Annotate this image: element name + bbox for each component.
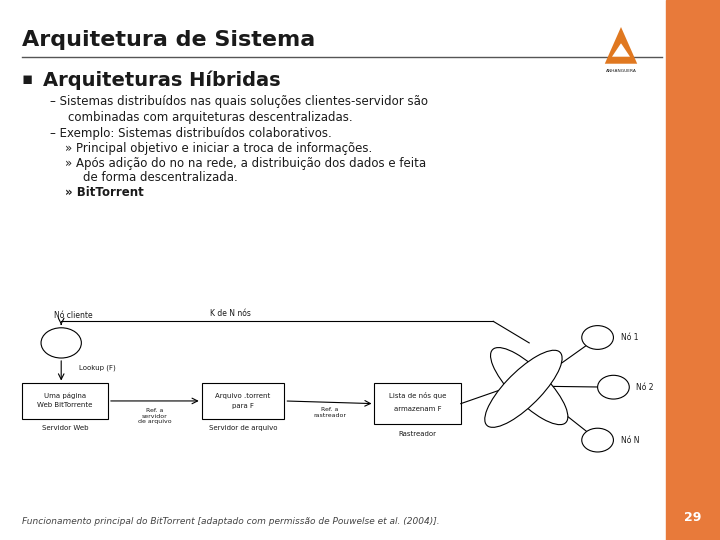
Text: Ref. a
rastreador: Ref. a rastreador bbox=[313, 407, 346, 418]
Text: de forma descentralizada.: de forma descentralizada. bbox=[83, 171, 238, 184]
Bar bbox=[666, 0, 720, 540]
Text: 29: 29 bbox=[684, 511, 701, 524]
Text: Rastreador: Rastreador bbox=[399, 430, 436, 437]
Text: Arquiteturas Híbridas: Arquiteturas Híbridas bbox=[43, 70, 281, 90]
Text: ▪: ▪ bbox=[22, 70, 33, 88]
Text: – Sistemas distribuídos nas quais soluções clientes-servidor são: – Sistemas distribuídos nas quais soluçõ… bbox=[50, 94, 428, 107]
Text: Web BitTorrente: Web BitTorrente bbox=[37, 402, 92, 408]
Circle shape bbox=[41, 328, 81, 358]
Text: K de N nós: K de N nós bbox=[210, 309, 251, 318]
Text: Funcionamento principal do BitTorrent [adaptado com permissão de Pouwelse et al.: Funcionamento principal do BitTorrent [a… bbox=[22, 517, 439, 526]
Text: Arquivo .torrent: Arquivo .torrent bbox=[215, 393, 271, 399]
Text: ANHANGUERA: ANHANGUERA bbox=[606, 69, 636, 73]
Text: Servidor Web: Servidor Web bbox=[42, 425, 88, 431]
Circle shape bbox=[598, 375, 629, 399]
Text: Arquitetura de Sistema: Arquitetura de Sistema bbox=[22, 30, 315, 50]
Text: armazenam F: armazenam F bbox=[394, 406, 441, 411]
Text: Uma página: Uma página bbox=[44, 393, 86, 399]
Bar bbox=[22, 383, 108, 418]
Bar bbox=[202, 383, 284, 418]
Polygon shape bbox=[615, 32, 627, 43]
Text: Nó 2: Nó 2 bbox=[636, 383, 654, 391]
Circle shape bbox=[582, 428, 613, 452]
Text: – Exemplo: Sistemas distribuídos colaborativos.: – Exemplo: Sistemas distribuídos colabor… bbox=[50, 127, 332, 140]
Text: Lista de nós que: Lista de nós que bbox=[389, 392, 446, 399]
Text: » Principal objetivo e iniciar a troca de informações.: » Principal objetivo e iniciar a troca d… bbox=[65, 142, 372, 155]
Text: Nó cliente: Nó cliente bbox=[54, 312, 93, 320]
Text: » Após adição do no na rede, a distribuição dos dados e feita: » Após adição do no na rede, a distribui… bbox=[65, 157, 426, 170]
Text: Ref. a
servidor
de arquivo: Ref. a servidor de arquivo bbox=[138, 408, 171, 424]
Bar bbox=[374, 383, 461, 424]
Text: para F: para F bbox=[232, 403, 254, 409]
Circle shape bbox=[582, 326, 613, 349]
Ellipse shape bbox=[485, 350, 562, 427]
Text: Nó N: Nó N bbox=[621, 436, 639, 444]
Polygon shape bbox=[612, 43, 630, 57]
Text: Lookup (F): Lookup (F) bbox=[79, 364, 116, 372]
Polygon shape bbox=[605, 27, 637, 64]
Text: » BitTorrent: » BitTorrent bbox=[65, 186, 143, 199]
Ellipse shape bbox=[490, 348, 568, 424]
Text: Servidor de arquivo: Servidor de arquivo bbox=[209, 425, 277, 431]
Text: Nó 1: Nó 1 bbox=[621, 333, 638, 342]
Text: combinadas com arquiteturas descentralizadas.: combinadas com arquiteturas descentraliz… bbox=[68, 111, 353, 124]
